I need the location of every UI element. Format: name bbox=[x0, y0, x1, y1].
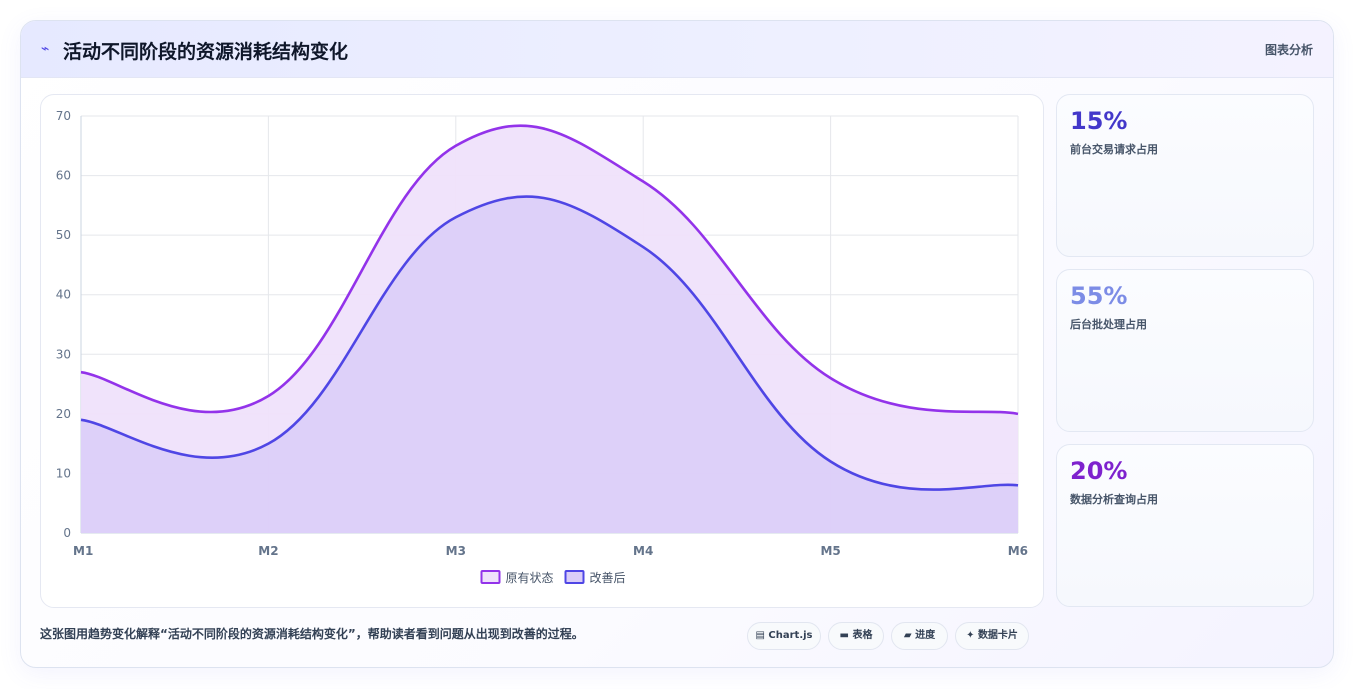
stat-value: 20% bbox=[1070, 457, 1128, 485]
series-area-2 bbox=[81, 196, 1018, 533]
stat-value: 15% bbox=[1070, 107, 1128, 135]
chip-label: Chart.js bbox=[768, 630, 813, 641]
table-icon: ▬ bbox=[839, 630, 849, 641]
y-tick-label: 70 bbox=[56, 109, 71, 123]
chip-label: 进度 bbox=[915, 630, 936, 641]
chart-panel: 0 10 20 30 40 50 60 70 M1 M2 M3 M4 M5 M6 原有状态 改善后 bbox=[40, 94, 1044, 608]
trend-icon: ⌁ bbox=[41, 41, 50, 57]
chart-icon: ▤ bbox=[755, 630, 765, 641]
stat-card-batch: 55% 后台批处理占用 bbox=[1056, 269, 1314, 432]
card-title: 活动不同阶段的资源消耗结构变化 bbox=[63, 41, 349, 63]
legend-swatch bbox=[564, 570, 585, 584]
y-tick-label: 20 bbox=[56, 407, 71, 421]
x-tick-label: M3 bbox=[446, 544, 466, 558]
series-line-2 bbox=[80, 195, 1019, 491]
x-tick-label: M1 bbox=[73, 544, 93, 558]
chip-label: 表格 bbox=[852, 630, 873, 641]
stat-label: 数据分析查询占用 bbox=[1070, 493, 1158, 506]
chip-progress[interactable]: ▰ 进度 bbox=[891, 622, 948, 650]
stat-card-analytics: 20% 数据分析查询占用 bbox=[1056, 444, 1314, 607]
chart-analysis-tag: 图表分析 bbox=[1264, 43, 1313, 57]
x-tick-label: M5 bbox=[820, 544, 840, 558]
legend-label: 改善后 bbox=[590, 570, 626, 585]
y-tick-label: 60 bbox=[56, 169, 71, 183]
y-tick-label: 40 bbox=[56, 288, 71, 302]
area-chart: 0 10 20 30 40 50 60 70 M1 M2 M3 M4 M5 M6 原有状态 改善后 bbox=[56, 109, 1028, 585]
chip-label: 数据卡片 bbox=[977, 630, 1018, 641]
x-tick-label: M2 bbox=[258, 544, 278, 558]
chip-table[interactable]: ▬ 表格 bbox=[828, 622, 884, 650]
sparkle-icon: ✦ bbox=[966, 630, 975, 641]
x-tick-label: M6 bbox=[1008, 544, 1028, 558]
chart-card: ⌁ 活动不同阶段的资源消耗结构变化 图表分析 0 10 20 30 40 50 60 70 M1… bbox=[20, 20, 1334, 668]
card-header: ⌁ 活动不同阶段的资源消耗结构变化 图表分析 bbox=[21, 21, 1333, 78]
legend-swatch bbox=[480, 570, 501, 584]
progress-icon: ▰ bbox=[903, 630, 912, 641]
y-tick-label: 10 bbox=[56, 466, 71, 480]
y-tick-label: 50 bbox=[56, 228, 71, 242]
stat-label: 前台交易请求占用 bbox=[1070, 143, 1158, 156]
chip-data-cards[interactable]: ✦ 数据卡片 bbox=[955, 622, 1029, 650]
x-tick-label: M4 bbox=[633, 544, 653, 558]
stat-value: 55% bbox=[1070, 282, 1128, 310]
y-tick-label: 30 bbox=[56, 347, 71, 361]
series-line-1 bbox=[80, 124, 1019, 416]
chart-description: 这张图用趋势变化解释“活动不同阶段的资源消耗结构变化”，帮助读者看到问题从出现到… bbox=[40, 627, 584, 641]
y-tick-label: 0 bbox=[63, 526, 71, 540]
chip-chartjs[interactable]: ▤ Chart.js bbox=[747, 622, 821, 650]
stat-label: 后台批处理占用 bbox=[1070, 318, 1147, 331]
stat-card-frontend: 15% 前台交易请求占用 bbox=[1056, 94, 1314, 257]
legend-label: 原有状态 bbox=[506, 571, 554, 585]
